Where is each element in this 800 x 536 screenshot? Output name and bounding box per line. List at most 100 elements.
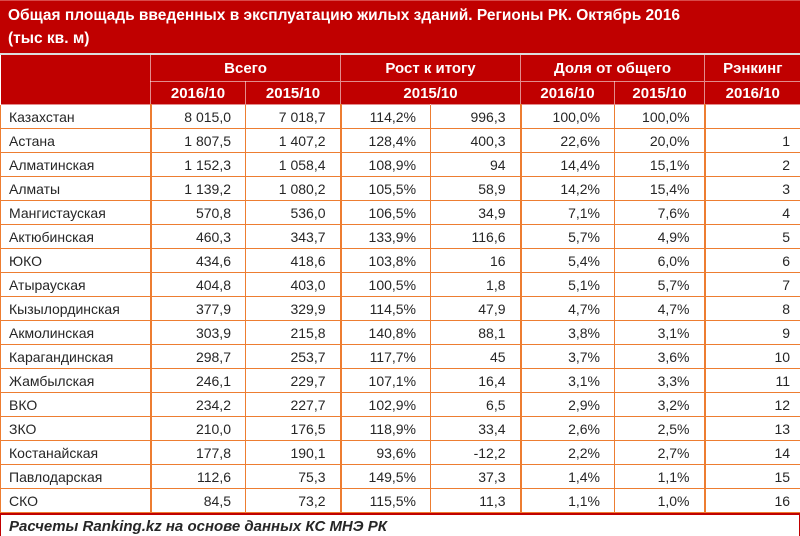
- rank-cell: 2: [703, 152, 800, 177]
- value-cell: 1 080,2: [244, 176, 342, 201]
- value-cell: 84,5: [149, 488, 246, 513]
- value-cell: 105,5%: [339, 176, 432, 201]
- subheader-total-2015: 2015/10: [244, 81, 341, 105]
- column-group-rank: Рэнкинг: [704, 55, 800, 82]
- region-column-header: [0, 55, 151, 105]
- value-cell: 2,7%: [614, 440, 706, 465]
- value-cell: 4,9%: [614, 224, 706, 249]
- value-cell: 117,7%: [339, 344, 432, 369]
- region-cell: Костанайская: [0, 440, 151, 465]
- value-cell: 128,4%: [339, 128, 432, 153]
- value-cell: 3,3%: [614, 368, 706, 393]
- value-cell: 6,0%: [614, 248, 706, 273]
- regions-table: Всего Рост к итогу Доля от общего Рэнкин…: [0, 55, 800, 513]
- value-cell: 5,7%: [519, 224, 616, 249]
- value-cell: 94: [430, 152, 522, 177]
- value-cell: 1 807,5: [149, 128, 246, 153]
- value-cell: 133,9%: [339, 224, 432, 249]
- rank-cell: 15: [703, 464, 800, 489]
- value-cell: 3,2%: [614, 392, 706, 417]
- subheader-growth-2015: 2015/10: [340, 81, 521, 105]
- value-cell: 400,3: [430, 128, 522, 153]
- value-cell: 2,6%: [519, 416, 616, 441]
- table-row: Актюбинская 460,3 343,7 133,9% 116,6 5,7% 4,9%…: [0, 224, 800, 249]
- value-cell: 108,9%: [339, 152, 432, 177]
- subheader-total-2016: 2016/10: [150, 81, 246, 105]
- rank-cell: 7: [703, 272, 800, 297]
- value-cell: 140,8%: [339, 320, 432, 345]
- value-cell: 298,7: [149, 344, 246, 369]
- value-cell: 102,9%: [339, 392, 432, 417]
- region-cell: Актюбинская: [0, 224, 151, 249]
- value-cell: 404,8: [149, 272, 246, 297]
- value-cell: 215,8: [244, 320, 342, 345]
- value-cell: 403,0: [244, 272, 342, 297]
- subheader-share-2015: 2015/10: [614, 81, 705, 105]
- value-cell: 377,9: [149, 296, 246, 321]
- value-cell: 100,5%: [339, 272, 432, 297]
- value-cell: 149,5%: [339, 464, 432, 489]
- value-cell: 210,0: [149, 416, 246, 441]
- value-cell: 1 058,4: [244, 152, 342, 177]
- table-row: Мангистауская 570,8 536,0 106,5% 34,9 7,1% 7,6…: [0, 200, 800, 225]
- table-title-line1: Общая площадь введенных в эксплуатацию ж…: [8, 7, 681, 24]
- value-cell: 1 152,3: [149, 152, 246, 177]
- value-cell: 106,5%: [339, 200, 432, 225]
- value-cell: 418,6: [244, 248, 342, 273]
- value-cell: 343,7: [244, 224, 342, 249]
- value-cell: 5,4%: [519, 248, 616, 273]
- value-cell: 190,1: [244, 440, 342, 465]
- table-row: ЗКО 210,0 176,5 118,9% 33,4 2,6% 2,5% 13: [0, 416, 800, 441]
- value-cell: 5,7%: [614, 272, 706, 297]
- table-title-line2: (тыс кв. м): [8, 30, 90, 47]
- table-row: Астана 1 807,5 1 407,2 128,4% 400,3 22,6% 20,0…: [0, 128, 800, 153]
- value-cell: 22,6%: [519, 128, 616, 153]
- value-cell: 1,0%: [614, 488, 706, 513]
- table-row: Кызылординская 377,9 329,9 114,5% 47,9 4,7% 4,…: [0, 296, 800, 321]
- rank-cell: 1: [703, 128, 800, 153]
- value-cell: 100,0%: [519, 104, 616, 129]
- value-cell: 536,0: [244, 200, 342, 225]
- table-row: Казахстан 8 015,0 7 018,7 114,2% 996,3 100,0%…: [0, 104, 800, 129]
- region-cell: Алматинская: [0, 152, 151, 177]
- value-cell: 4,7%: [519, 296, 616, 321]
- value-cell: 33,4: [430, 416, 522, 441]
- value-cell: 11,3: [430, 488, 522, 513]
- source-note: Расчеты Ranking.kz на основе данных КС М…: [0, 513, 800, 536]
- value-cell: 47,9: [430, 296, 522, 321]
- value-cell: 177,8: [149, 440, 246, 465]
- region-cell: Астана: [0, 128, 151, 153]
- rank-cell: 4: [703, 200, 800, 225]
- value-cell: 234,2: [149, 392, 246, 417]
- value-cell: 303,9: [149, 320, 246, 345]
- value-cell: -12,2: [430, 440, 522, 465]
- rank-cell: 8: [703, 296, 800, 321]
- column-group-total: Всего: [149, 55, 341, 82]
- rank-cell: 3: [703, 176, 800, 201]
- value-cell: 570,8: [149, 200, 246, 225]
- value-cell: 8 015,0: [149, 104, 246, 129]
- region-cell: Казахстан: [0, 104, 151, 129]
- value-cell: 75,3: [244, 464, 342, 489]
- table-row: ВКО 234,2 227,7 102,9% 6,5 2,9% 3,2% 12: [0, 392, 800, 417]
- table-row: Атырауская 404,8 403,0 100,5% 1,8 5,1% 5,7% 7: [0, 272, 800, 297]
- value-cell: 14,2%: [519, 176, 616, 201]
- value-cell: 37,3: [430, 464, 522, 489]
- region-cell: СКО: [0, 488, 151, 513]
- value-cell: 73,2: [244, 488, 342, 513]
- value-cell: 246,1: [149, 368, 246, 393]
- value-cell: 7 018,7: [244, 104, 342, 129]
- value-cell: 2,9%: [519, 392, 616, 417]
- rank-cell: 10: [703, 344, 800, 369]
- value-cell: 118,9%: [339, 416, 432, 441]
- value-cell: 3,6%: [614, 344, 706, 369]
- table-row: СКО 84,5 73,2 115,5% 11,3 1,1% 1,0% 16: [0, 488, 800, 513]
- value-cell: 45: [430, 344, 522, 369]
- value-cell: 1,1%: [519, 488, 616, 513]
- region-cell: Акмолинская: [0, 320, 151, 345]
- value-cell: 20,0%: [614, 128, 706, 153]
- value-cell: 460,3: [149, 224, 246, 249]
- value-cell: 3,8%: [519, 320, 616, 345]
- value-cell: 16,4: [430, 368, 522, 393]
- value-cell: 107,1%: [339, 368, 432, 393]
